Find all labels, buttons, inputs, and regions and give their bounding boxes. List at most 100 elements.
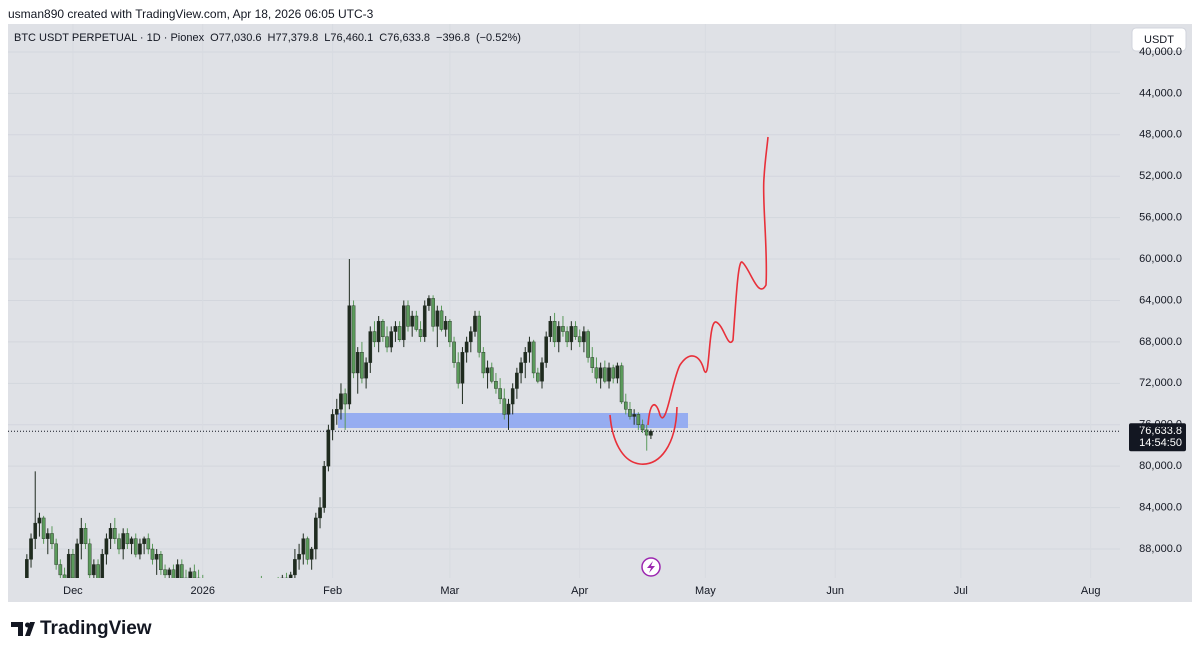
ohlc-value: 77,379.8	[275, 32, 319, 44]
candle-body	[175, 564, 180, 578]
candle-body	[71, 553, 75, 578]
candle-body	[619, 365, 624, 403]
candle-body	[598, 367, 603, 379]
candle-body	[305, 538, 310, 560]
candle-body	[180, 564, 184, 578]
candle-body	[138, 543, 142, 555]
candle-body	[548, 320, 553, 337]
candle-body	[443, 320, 448, 330]
candle-body	[565, 331, 569, 343]
candle-body	[322, 465, 327, 508]
x-tick-label: Mar	[440, 585, 459, 597]
candle-body	[435, 310, 440, 327]
candle-body	[640, 424, 645, 431]
candle-body	[309, 548, 314, 560]
candle-body	[561, 326, 565, 332]
candle-body	[439, 310, 444, 330]
candle-body	[188, 571, 192, 578]
flash-bolt	[647, 561, 655, 573]
candle-body	[636, 414, 641, 425]
candle-body	[401, 305, 406, 341]
ohlc-item: L76,460.1	[324, 32, 373, 44]
candle-body	[25, 559, 29, 578]
candle-body	[448, 320, 452, 343]
candle-body	[510, 388, 515, 405]
currency-button[interactable]: USDT	[1131, 27, 1187, 52]
candle-body	[368, 331, 373, 363]
candle-body	[607, 367, 611, 382]
brand-mark	[11, 622, 35, 636]
candle-body	[100, 553, 105, 578]
candle-body	[544, 336, 548, 363]
candle-body	[418, 329, 423, 337]
candle-body	[452, 341, 456, 363]
brand-logo: TradingView	[11, 618, 152, 639]
candle-body	[326, 429, 331, 467]
candle-body	[41, 517, 46, 539]
y-tick-label: 60,000.0	[1139, 253, 1182, 265]
candle-body	[355, 352, 360, 374]
candle-body	[527, 341, 532, 353]
candle-body	[431, 298, 435, 327]
candle-body	[498, 388, 502, 400]
currency-box	[1131, 27, 1187, 52]
circle-drawing	[609, 406, 678, 465]
candle-body	[347, 305, 352, 405]
x-tick-label: Aug	[1081, 585, 1101, 597]
ohlc-key: O	[210, 32, 219, 44]
candle-body	[142, 538, 146, 545]
change-pct: (−0.52%)	[475, 32, 521, 44]
candle-body	[364, 362, 368, 379]
candle-body	[339, 393, 343, 410]
candle-body	[469, 331, 473, 343]
candle-body	[360, 352, 364, 379]
candle-body	[485, 367, 490, 374]
ohlc: O77,030.6 H77,379.8 L76,460.1 C76,633.8	[210, 32, 430, 44]
candle-body	[464, 341, 469, 353]
candle-body	[33, 522, 38, 539]
ohlc-key: H	[267, 32, 276, 44]
candle-body	[159, 553, 163, 570]
y-tick-label: 52,000.0	[1139, 170, 1182, 182]
candle-body	[372, 331, 377, 343]
brand-dot	[25, 622, 30, 628]
candle-body	[594, 367, 599, 379]
x-tick-label: Jul	[954, 585, 968, 597]
y-tick-label: 48,000.0	[1139, 129, 1182, 141]
candle-body	[66, 553, 71, 578]
candle-body	[288, 574, 293, 578]
ohlc-value: 76,633.8	[387, 32, 431, 44]
candle-body	[590, 357, 595, 368]
candle-body	[414, 315, 419, 330]
candle-body	[129, 538, 134, 545]
candle-body	[531, 341, 536, 374]
x-tick-label: 2026	[191, 585, 215, 597]
brand-name: TradingView	[40, 618, 152, 639]
candle-body	[489, 367, 494, 382]
y-tick-label: 76,000.0	[1139, 419, 1182, 431]
candle-body	[519, 362, 523, 374]
candle-body	[79, 528, 84, 545]
candle-body	[540, 362, 544, 382]
candle-body	[108, 528, 113, 539]
candle-body	[422, 305, 427, 337]
candle-body	[58, 564, 63, 576]
change: −396.8	[436, 32, 470, 44]
candle-body	[477, 315, 481, 353]
candle-body	[389, 331, 394, 348]
ohlc-key: L	[324, 32, 331, 44]
y-tick-label: 40,000.0	[1139, 46, 1182, 58]
x-tick-label: Feb	[323, 585, 342, 597]
flash-icon[interactable]	[641, 557, 661, 577]
candle-body	[615, 365, 620, 379]
candle-body	[644, 429, 649, 436]
candle-body	[460, 352, 465, 384]
symbol: BTC USDT PERPETUAL · 1D · Pionex	[14, 32, 205, 44]
ohlc-value: 77,030.6	[218, 32, 262, 44]
y-tick-label: 84,000.0	[1139, 501, 1182, 513]
candle-body	[573, 326, 578, 337]
candle-body	[351, 305, 356, 374]
candle-body	[54, 543, 58, 565]
